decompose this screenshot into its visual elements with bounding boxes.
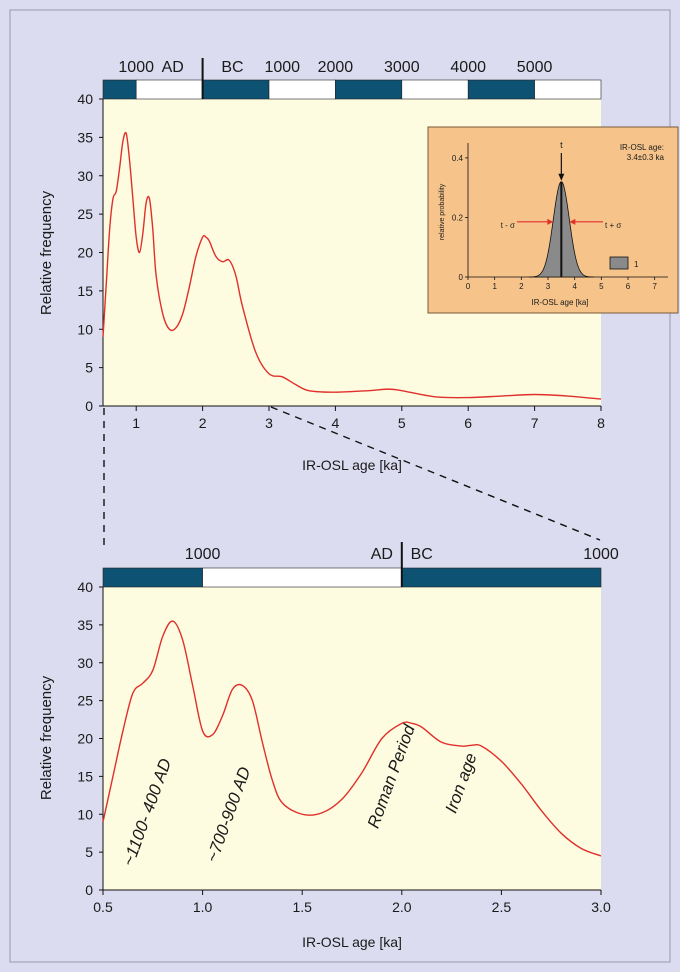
top-x-tick-label: 8 xyxy=(597,415,605,431)
top-period-segment xyxy=(467,79,535,100)
top-x-tick-label: 5 xyxy=(398,415,406,431)
top-calendar-label: 1000 xyxy=(118,59,154,76)
top-calendar-label: 2000 xyxy=(318,59,354,76)
inset-chart: 0 0.2 0.4 0 1 2 3 4 5 6 7 t t - σ t + σ IR-OSL ag… xyxy=(427,126,679,314)
top-calendar-label: 5000 xyxy=(517,59,553,76)
inset-x-tick-label: 6 xyxy=(626,282,631,291)
bottom-chart: 1000 AD BC 1000 0 5 10 15 20 25 30 35 40 0.5 1.0 1.5 2… xyxy=(38,542,619,950)
bottom-calendar-labels: 1000 AD BC 1000 xyxy=(185,546,619,563)
inset-sigma-left-head xyxy=(547,218,554,225)
top-y-tick-label: 35 xyxy=(77,129,93,145)
bot-calendar-label: BC xyxy=(411,546,433,563)
top-period-segment xyxy=(102,79,137,100)
bot-y-tick-label: 30 xyxy=(77,655,93,671)
top-calendar-label: BC xyxy=(221,59,243,76)
inset-t-minus-label: t - σ xyxy=(501,221,515,230)
inset-age-text-1: IR-OSL age: xyxy=(620,143,664,152)
top-y-tick-label: 40 xyxy=(77,91,93,107)
bot-y-tick-label: 15 xyxy=(77,768,93,784)
bottom-x-ticks: 0.5 1.0 1.5 2.0 2.5 3.0 xyxy=(93,889,611,915)
inset-x-tick-label: 4 xyxy=(572,282,577,291)
bot-x-tick-label: 3.0 xyxy=(591,899,611,915)
top-period-bar xyxy=(102,58,602,100)
bot-y-tick-label: 10 xyxy=(77,806,93,822)
inset-age-text-2: 3.4±0.3 ka xyxy=(627,153,665,162)
top-y-tick-label: 0 xyxy=(85,398,93,414)
top-x-tick-label: 2 xyxy=(199,415,207,431)
top-period-segment xyxy=(401,79,469,100)
bot-x-tick-label: 2.0 xyxy=(392,899,412,915)
bot-y-tick-label: 20 xyxy=(77,731,93,747)
top-period-segment xyxy=(335,79,403,100)
bot-x-tick-label: 1.5 xyxy=(292,899,312,915)
bot-period-segment xyxy=(202,567,403,588)
top-calendar-label: 1000 xyxy=(264,59,300,76)
top-x-tick-label: 6 xyxy=(464,415,472,431)
bot-period-segment xyxy=(401,567,602,588)
top-y-tick-label: 15 xyxy=(77,283,93,299)
inset-y-axis-label: relative probability xyxy=(439,183,446,240)
inset-t-label: t xyxy=(560,140,563,150)
top-x-tick-label: 7 xyxy=(531,415,539,431)
inset-t-arrowhead xyxy=(558,173,565,181)
inset-y-tick-label: 0 xyxy=(459,273,464,282)
inset-legend-label: 1 xyxy=(634,260,639,269)
bot-y-tick-label: 40 xyxy=(77,579,93,595)
inset-x-tick-label: 7 xyxy=(652,282,657,291)
top-period-segment xyxy=(135,79,203,100)
bot-x-tick-label: 0.5 xyxy=(93,899,113,915)
inset-y-ticks: 0 0.2 0.4 xyxy=(452,154,468,282)
inset-y-tick-label: 0.4 xyxy=(452,154,464,163)
inset-y-tick-label: 0.2 xyxy=(452,213,464,222)
top-period-segment xyxy=(268,79,336,100)
top-period-segment xyxy=(534,79,602,100)
inset-x-tick-label: 2 xyxy=(519,282,524,291)
top-y-tick-label: 10 xyxy=(77,321,93,337)
bottom-y-ticks: 0 5 10 15 20 25 30 35 40 xyxy=(77,579,104,898)
top-calendar-label: AD xyxy=(162,59,184,76)
bottom-plot-area xyxy=(103,587,601,890)
top-x-tick-label: 4 xyxy=(332,415,340,431)
bottom-period-bar xyxy=(102,542,602,588)
bot-y-tick-label: 5 xyxy=(85,844,93,860)
inset-sigma-right-head xyxy=(569,218,576,225)
bot-y-tick-label: 35 xyxy=(77,617,93,633)
top-x-tick-label: 1 xyxy=(132,415,140,431)
inset-x-ticks: 0 1 2 3 4 5 6 7 xyxy=(466,277,657,291)
bot-x-tick-label: 2.5 xyxy=(492,899,512,915)
top-y-tick-label: 20 xyxy=(77,245,93,261)
top-y-ticks: 0 5 10 15 20 25 30 35 40 xyxy=(77,91,104,414)
top-calendar-labels: 1000 AD BC 1000 2000 3000 4000 5000 xyxy=(118,59,552,76)
bot-y-tick-label: 25 xyxy=(77,693,93,709)
top-x-axis-label: IR-OSL age [ka] xyxy=(302,457,402,473)
inset-x-tick-label: 0 xyxy=(466,282,471,291)
inset-x-tick-label: 3 xyxy=(546,282,551,291)
inset-t-plus-label: t + σ xyxy=(605,221,621,230)
inset-legend-swatch xyxy=(609,256,629,270)
bot-y-tick-label: 0 xyxy=(85,882,93,898)
top-calendar-label: 4000 xyxy=(450,59,486,76)
top-y-tick-label: 25 xyxy=(77,206,93,222)
top-y-tick-label: 5 xyxy=(85,360,93,376)
top-y-tick-label: 30 xyxy=(77,168,93,184)
inset-x-axis-label: IR-OSL age [ka] xyxy=(531,298,588,307)
top-period-segment xyxy=(202,79,270,100)
bot-x-tick-label: 1.0 xyxy=(193,899,213,915)
bot-calendar-label: AD xyxy=(371,546,393,563)
bottom-frequency-curve xyxy=(102,620,602,857)
top-calendar-label: 3000 xyxy=(384,59,420,76)
bot-calendar-label: 1000 xyxy=(185,546,221,563)
bot-calendar-label: 1000 xyxy=(583,546,619,563)
inset-x-tick-label: 1 xyxy=(492,282,497,291)
top-y-axis-label: Relative frequency xyxy=(38,190,55,315)
top-frequency-curve xyxy=(102,131,602,400)
figure-border xyxy=(9,9,671,963)
bottom-y-axis-label: Relative frequency xyxy=(38,675,55,800)
top-x-ticks: 1 2 3 4 5 6 7 8 xyxy=(103,405,605,431)
bot-period-segment xyxy=(102,567,203,588)
bottom-x-axis-label: IR-OSL age [ka] xyxy=(302,934,402,950)
top-x-tick-label: 3 xyxy=(265,415,273,431)
inset-x-tick-label: 5 xyxy=(599,282,604,291)
